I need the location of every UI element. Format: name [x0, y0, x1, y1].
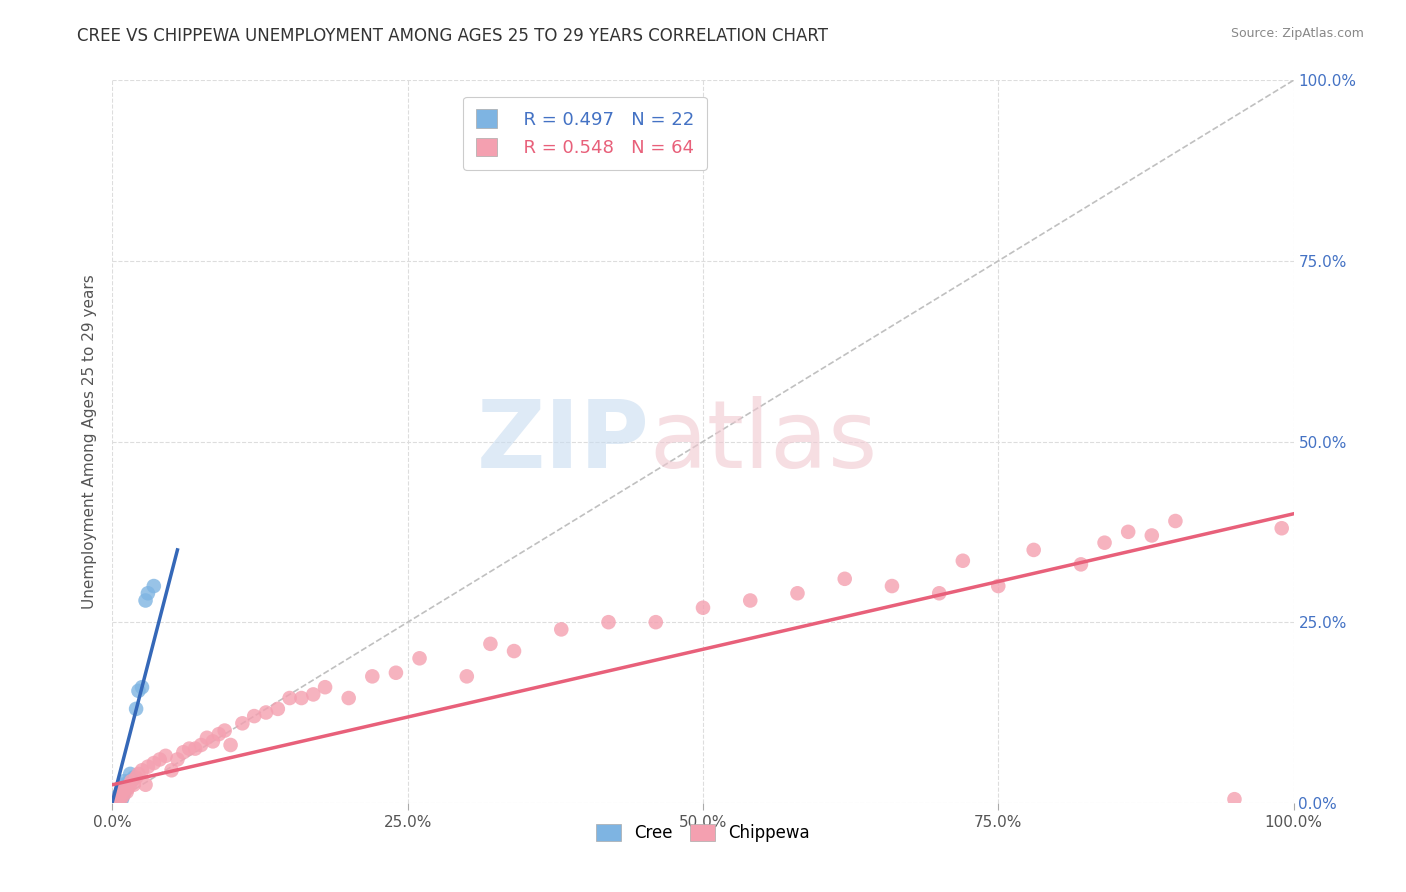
Point [112, 774, 135, 789]
Point [149, 752, 172, 766]
Point [880, 579, 903, 593]
Point [127, 683, 149, 698]
Point [1140, 528, 1163, 542]
Point [120, 774, 142, 789]
Legend: Cree, Chippewa: Cree, Chippewa [589, 817, 817, 848]
Point [131, 680, 153, 694]
Point [112, 778, 135, 792]
Point [834, 572, 856, 586]
Point [142, 579, 165, 593]
Point [118, 774, 141, 789]
Point [122, 778, 145, 792]
Point [952, 554, 974, 568]
Point [1223, 792, 1246, 806]
Point [112, 789, 135, 803]
Point [385, 665, 408, 680]
Point [115, 781, 138, 796]
Point [115, 785, 138, 799]
Point [111, 781, 134, 796]
Point [1094, 535, 1116, 549]
Point [125, 702, 148, 716]
Point [120, 774, 142, 789]
Point [112, 785, 135, 799]
Point [111, 792, 134, 806]
Point [208, 727, 231, 741]
Point [550, 623, 572, 637]
Point [1271, 521, 1294, 535]
Point [201, 734, 224, 748]
Point [290, 691, 312, 706]
Point [125, 771, 148, 785]
Point [112, 781, 135, 796]
Point [107, 792, 129, 806]
Point [456, 669, 478, 683]
Point [1070, 558, 1092, 572]
Point [117, 781, 139, 796]
Point [111, 785, 134, 799]
Point [136, 760, 159, 774]
Point [166, 752, 188, 766]
Point [172, 745, 194, 759]
Point [408, 651, 430, 665]
Point [267, 702, 290, 716]
Point [110, 785, 132, 799]
Point [107, 792, 129, 806]
Point [1116, 524, 1139, 539]
Point [179, 741, 201, 756]
Point [136, 586, 159, 600]
Point [142, 756, 165, 770]
Point [107, 789, 129, 803]
Point [117, 778, 139, 792]
Point [195, 731, 218, 745]
Point [361, 669, 384, 683]
Point [598, 615, 620, 630]
Point [190, 738, 212, 752]
Point [120, 778, 142, 792]
Point [644, 615, 666, 630]
Point [1164, 514, 1187, 528]
Point [160, 764, 183, 778]
Point [928, 586, 950, 600]
Point [1022, 542, 1045, 557]
Point [214, 723, 236, 738]
Point [231, 716, 253, 731]
Point [987, 579, 1010, 593]
Text: atlas: atlas [650, 395, 879, 488]
Point [122, 771, 145, 785]
Point [479, 637, 502, 651]
Point [135, 778, 157, 792]
Point [127, 767, 149, 781]
Point [110, 792, 132, 806]
Text: Source: ZipAtlas.com: Source: ZipAtlas.com [1230, 27, 1364, 40]
Point [278, 691, 301, 706]
Text: CREE VS CHIPPEWA UNEMPLOYMENT AMONG AGES 25 TO 29 YEARS CORRELATION CHART: CREE VS CHIPPEWA UNEMPLOYMENT AMONG AGES… [77, 27, 828, 45]
Point [112, 789, 135, 803]
Point [254, 706, 277, 720]
Point [219, 738, 242, 752]
Point [692, 600, 714, 615]
Y-axis label: Unemployment Among Ages 25 to 29 years: Unemployment Among Ages 25 to 29 years [82, 274, 97, 609]
Point [110, 790, 132, 805]
Point [314, 680, 336, 694]
Text: ZIP: ZIP [477, 395, 650, 488]
Point [740, 593, 762, 607]
Point [108, 789, 131, 803]
Point [302, 687, 325, 701]
Point [786, 586, 808, 600]
Point [131, 764, 153, 778]
Point [155, 748, 177, 763]
Point [135, 593, 157, 607]
Point [337, 691, 360, 706]
Point [243, 709, 266, 723]
Point [503, 644, 526, 658]
Point [120, 767, 142, 781]
Point [184, 741, 207, 756]
